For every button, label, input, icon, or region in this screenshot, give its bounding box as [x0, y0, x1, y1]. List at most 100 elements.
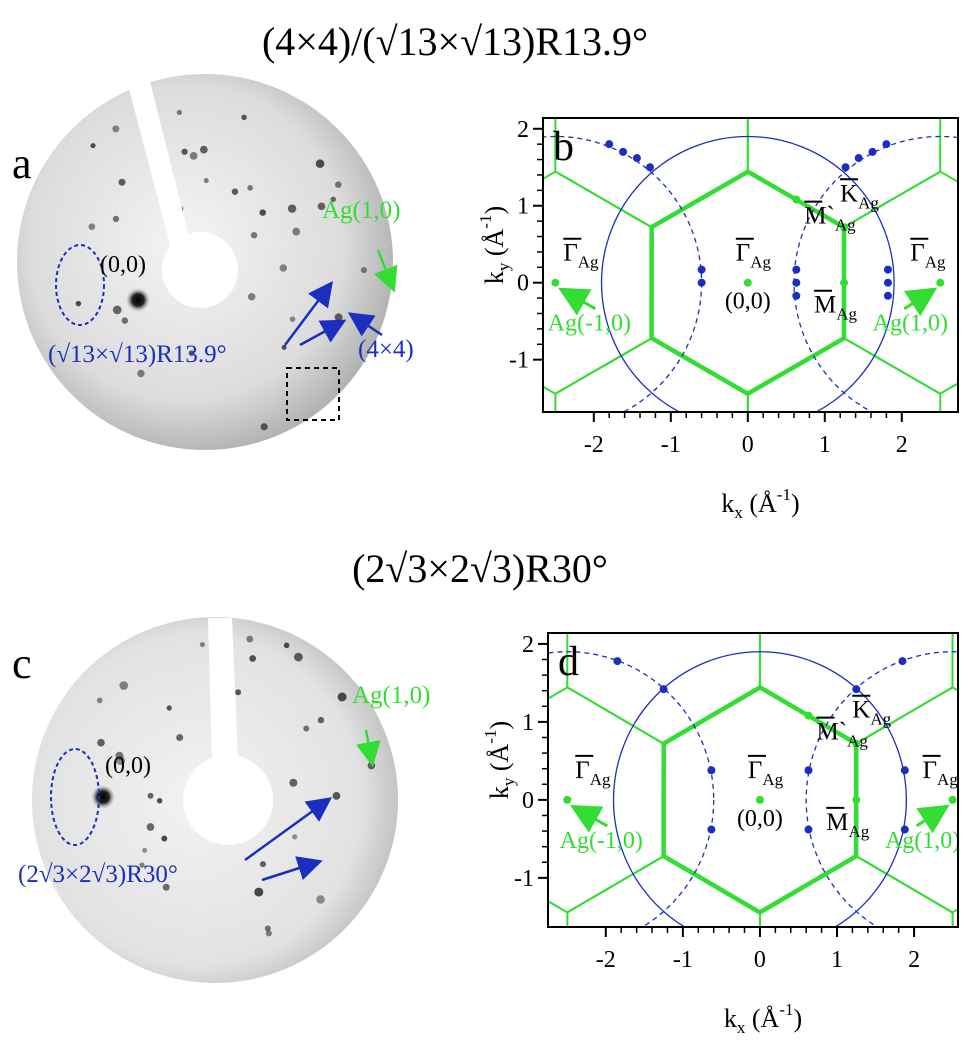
- point-label: ΓAg: [748, 757, 784, 789]
- leed-spot: [113, 306, 122, 315]
- annotation: Ag(-1,0): [560, 828, 643, 854]
- symmetry-point: [936, 279, 944, 287]
- leed-spot: [316, 159, 325, 168]
- unit: (Å: [745, 1004, 779, 1033]
- leed-spot: [260, 861, 266, 867]
- x-tick-label: 2: [896, 432, 908, 458]
- leed-spot: [289, 779, 297, 787]
- k: k: [721, 489, 734, 518]
- x-tick-label: -2: [584, 432, 604, 458]
- annotation: Ag(-1,0): [548, 311, 631, 337]
- point-label: ΓAg: [910, 240, 946, 272]
- leed-spot: [254, 888, 263, 897]
- sup: -1: [481, 730, 500, 744]
- point-label: MAg: [814, 292, 858, 324]
- symbol: M`: [804, 203, 835, 230]
- leed-spot: [246, 636, 253, 643]
- x-tick-label: -1: [673, 947, 693, 973]
- point-label: MAg: [826, 809, 870, 841]
- k: k: [480, 271, 509, 284]
- point-label: KAg: [840, 180, 879, 212]
- annotation: (0,0): [737, 806, 783, 832]
- blue-point: [698, 266, 706, 274]
- y-tick-label: -1: [509, 348, 529, 374]
- figure: (4×4)/(√13×√13)R13.9° (2√3×2√3)R30° a(0,…: [0, 0, 968, 1049]
- y-axis-label: ky (Å-1): [481, 721, 518, 799]
- leed-spot: [148, 793, 154, 799]
- leed-spot: [284, 643, 290, 649]
- leed-spot: [261, 423, 268, 430]
- blue-point: [804, 766, 812, 774]
- panel-letter: c: [12, 639, 32, 688]
- blue-point: [792, 292, 800, 300]
- leed-spot: [88, 223, 95, 230]
- symmetry-point: [840, 279, 848, 287]
- blue-point: [852, 685, 860, 693]
- annotation: Ag(1,0): [322, 197, 400, 224]
- leed-spot: [235, 689, 241, 695]
- annotation: Ag(1,0): [885, 828, 960, 854]
- y-tick-label: -1: [514, 866, 534, 892]
- y-tick-label: 1: [522, 710, 534, 736]
- circle-guide: [806, 652, 968, 948]
- leed-spot: [260, 209, 266, 215]
- annotation: (√13×√13)R13.9°: [48, 341, 227, 368]
- arrow: [563, 291, 595, 309]
- symmetry-point: [792, 196, 800, 204]
- leed-spot: [303, 726, 309, 732]
- symbol: Γ: [563, 240, 577, 267]
- leed-spot: [265, 926, 271, 932]
- panel-letter: b: [553, 124, 574, 170]
- annotation: Ag(1,0): [352, 682, 430, 709]
- blue-point: [646, 163, 654, 171]
- symbol: K: [852, 697, 870, 724]
- x-tick-label: 2: [908, 947, 920, 973]
- blue-point: [707, 766, 715, 774]
- point-label: ΓAg: [563, 240, 599, 272]
- leed-spot: [241, 115, 246, 120]
- symmetry-point: [756, 796, 764, 804]
- y-axis-label: ky (Å-1): [476, 206, 513, 284]
- sample-holder: [162, 232, 238, 308]
- point-label: ΓAg: [575, 757, 611, 789]
- leed-spot: [200, 642, 205, 647]
- unit: (Å: [743, 489, 777, 518]
- blue-point: [855, 154, 863, 162]
- leed-spot: [333, 792, 341, 800]
- x-tick-label: 0: [742, 432, 754, 458]
- arrow: [575, 808, 607, 826]
- annotation: (4×4): [358, 336, 414, 363]
- leed-spot: [292, 228, 300, 236]
- leed-spot: [292, 834, 297, 839]
- sup: -1: [777, 485, 791, 504]
- leed-spot: [97, 739, 105, 747]
- leed-spot: [97, 698, 103, 704]
- leed-spot: [338, 693, 347, 702]
- leed-spot: [251, 232, 257, 238]
- arrow: [904, 291, 932, 309]
- leed-spot: [167, 705, 172, 710]
- leed-spot: [157, 798, 162, 803]
- sample-holder: [183, 755, 273, 845]
- blue-point: [633, 154, 641, 162]
- leed-spot: [190, 152, 198, 160]
- specular-spot: [126, 288, 150, 312]
- leed-spot: [232, 188, 238, 194]
- x-axis-label: kx (Å-1): [721, 485, 799, 522]
- annotation: (0,0): [105, 753, 151, 779]
- panel-letter: a: [12, 139, 32, 188]
- leed-spot: [361, 267, 367, 273]
- symbol: Γ: [748, 757, 762, 784]
- x-tick-label: 1: [831, 947, 843, 973]
- leed-spot: [137, 370, 144, 377]
- leed-spot: [318, 717, 324, 723]
- leed-images: a (0,0) Ag(1,0) (√13×√13)R13.9° (4×4) c (0,0) A…: [12, 74, 430, 983]
- blue-point: [792, 266, 800, 274]
- symbol: M`: [816, 719, 847, 746]
- leed-spot: [112, 125, 119, 132]
- annotation: Ag(1,0): [873, 311, 948, 337]
- leed-spot: [204, 178, 209, 183]
- symbol: Γ: [910, 240, 924, 267]
- annotation: (0,0): [100, 252, 146, 278]
- title: (2√3×2√3)R30°: [352, 546, 608, 591]
